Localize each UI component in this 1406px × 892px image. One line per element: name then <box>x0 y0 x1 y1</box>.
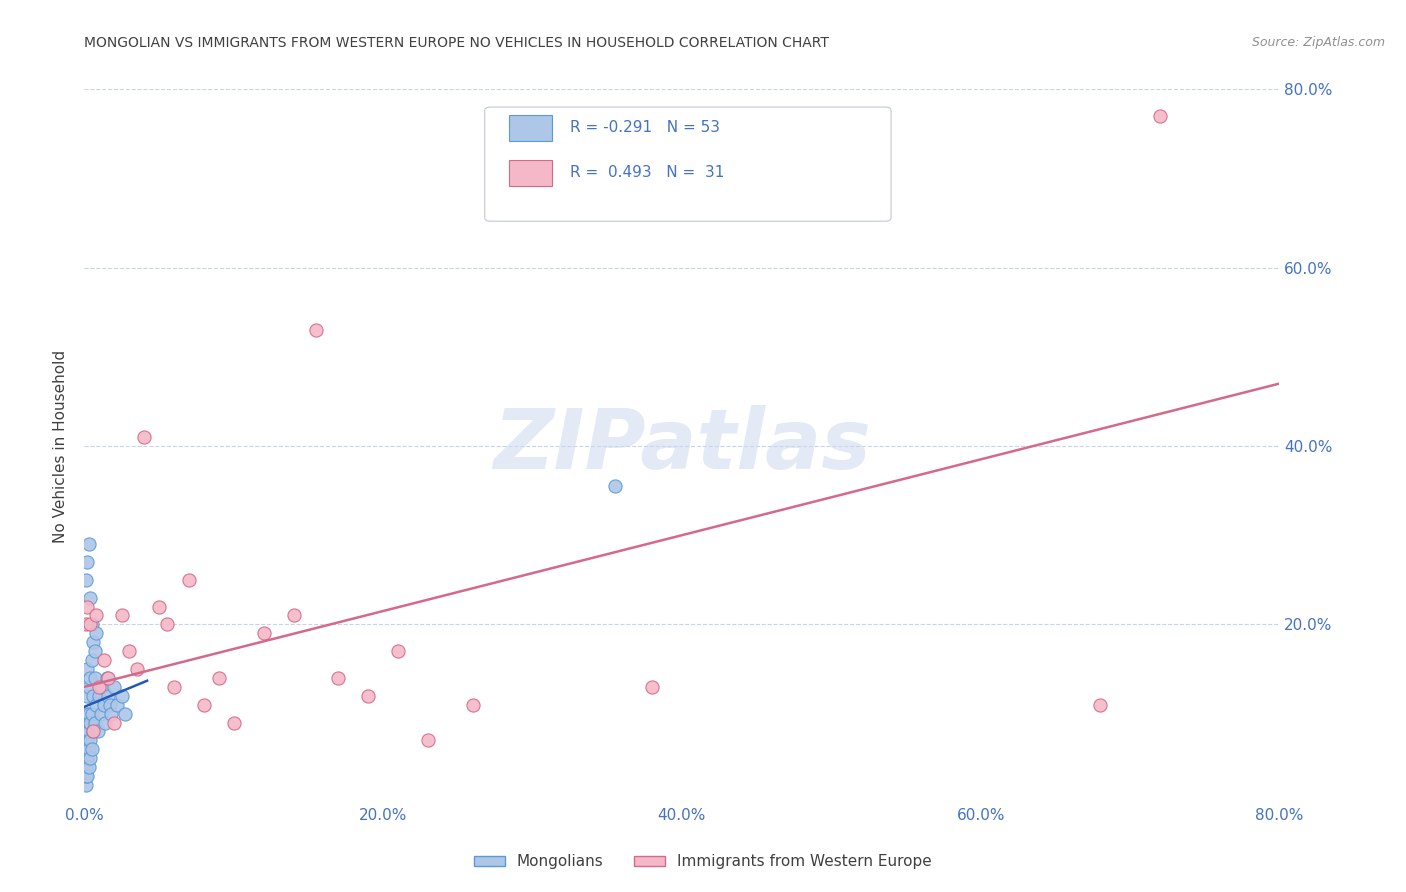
FancyBboxPatch shape <box>509 160 551 186</box>
Point <box>79 617 101 632</box>
Point <box>641 680 664 694</box>
Point <box>86 608 108 623</box>
Point <box>90 706 112 721</box>
Point <box>77 742 100 756</box>
Point <box>80 653 103 667</box>
Point <box>93 698 115 712</box>
Point <box>163 680 186 694</box>
Point <box>461 698 484 712</box>
Point <box>75 573 97 587</box>
Point <box>94 715 117 730</box>
Point <box>76 733 98 747</box>
Legend: Mongolians, Immigrants from Western Europe: Mongolians, Immigrants from Western Euro… <box>468 848 938 875</box>
Point <box>97 689 120 703</box>
Point <box>603 479 626 493</box>
Point <box>82 635 104 649</box>
Point <box>75 706 97 721</box>
Point <box>357 689 380 703</box>
Point <box>76 599 98 614</box>
FancyBboxPatch shape <box>509 115 551 141</box>
Point <box>155 617 177 632</box>
Point <box>76 662 98 676</box>
Point <box>114 706 136 721</box>
Point <box>83 715 105 730</box>
Point <box>387 644 409 658</box>
Point <box>77 706 100 721</box>
Point <box>76 689 98 703</box>
Point <box>79 591 101 605</box>
Point <box>105 698 128 712</box>
Text: ZIPatlas: ZIPatlas <box>494 406 870 486</box>
Point <box>253 626 276 640</box>
Point <box>96 671 118 685</box>
Point <box>77 680 100 694</box>
Point <box>75 742 97 756</box>
Point <box>77 724 100 739</box>
Point <box>177 573 200 587</box>
Point <box>283 608 305 623</box>
Point <box>97 671 120 685</box>
Point <box>208 671 231 685</box>
Point <box>80 706 103 721</box>
FancyBboxPatch shape <box>485 107 891 221</box>
Point <box>86 698 108 712</box>
Point <box>79 715 101 730</box>
Point <box>76 715 98 730</box>
Point <box>91 680 114 694</box>
Point <box>83 644 105 658</box>
Point <box>75 778 97 792</box>
Point <box>193 698 215 712</box>
Point <box>82 724 104 739</box>
Point <box>87 724 110 739</box>
Point <box>82 689 104 703</box>
Point <box>111 608 134 623</box>
Point <box>1090 698 1112 712</box>
Y-axis label: No Vehicles in Household: No Vehicles in Household <box>53 350 69 542</box>
Text: R =  0.493   N =  31: R = 0.493 N = 31 <box>569 165 724 180</box>
Point <box>1149 109 1171 123</box>
Point <box>79 751 101 765</box>
Point <box>118 644 141 658</box>
Point <box>80 742 103 756</box>
Point <box>416 733 439 747</box>
Point <box>89 689 111 703</box>
Point <box>98 698 121 712</box>
Point <box>103 715 125 730</box>
Point <box>80 617 103 632</box>
Point <box>103 680 125 694</box>
Point <box>79 671 101 685</box>
Point <box>83 671 105 685</box>
Point <box>75 724 97 739</box>
Point <box>89 680 111 694</box>
Point <box>76 751 98 765</box>
Point <box>148 599 170 614</box>
Text: R = -0.291   N = 53: R = -0.291 N = 53 <box>569 120 720 136</box>
Point <box>77 760 100 774</box>
Point <box>305 323 328 337</box>
Point <box>86 626 108 640</box>
Point <box>75 760 97 774</box>
Point <box>132 430 156 444</box>
Point <box>328 671 350 685</box>
Point <box>82 724 104 739</box>
Point <box>93 653 115 667</box>
Point <box>75 617 97 632</box>
Point <box>222 715 245 730</box>
Point <box>111 689 134 703</box>
Point <box>77 537 100 551</box>
Point <box>100 706 122 721</box>
Point <box>76 769 98 783</box>
Text: MONGOLIAN VS IMMIGRANTS FROM WESTERN EUROPE NO VEHICLES IN HOUSEHOLD CORRELATION: MONGOLIAN VS IMMIGRANTS FROM WESTERN EUR… <box>84 36 830 50</box>
Point <box>79 733 101 747</box>
Point <box>75 769 97 783</box>
Point <box>75 751 97 765</box>
Text: Source: ZipAtlas.com: Source: ZipAtlas.com <box>1251 36 1385 49</box>
Point <box>76 555 98 569</box>
Point <box>125 662 148 676</box>
